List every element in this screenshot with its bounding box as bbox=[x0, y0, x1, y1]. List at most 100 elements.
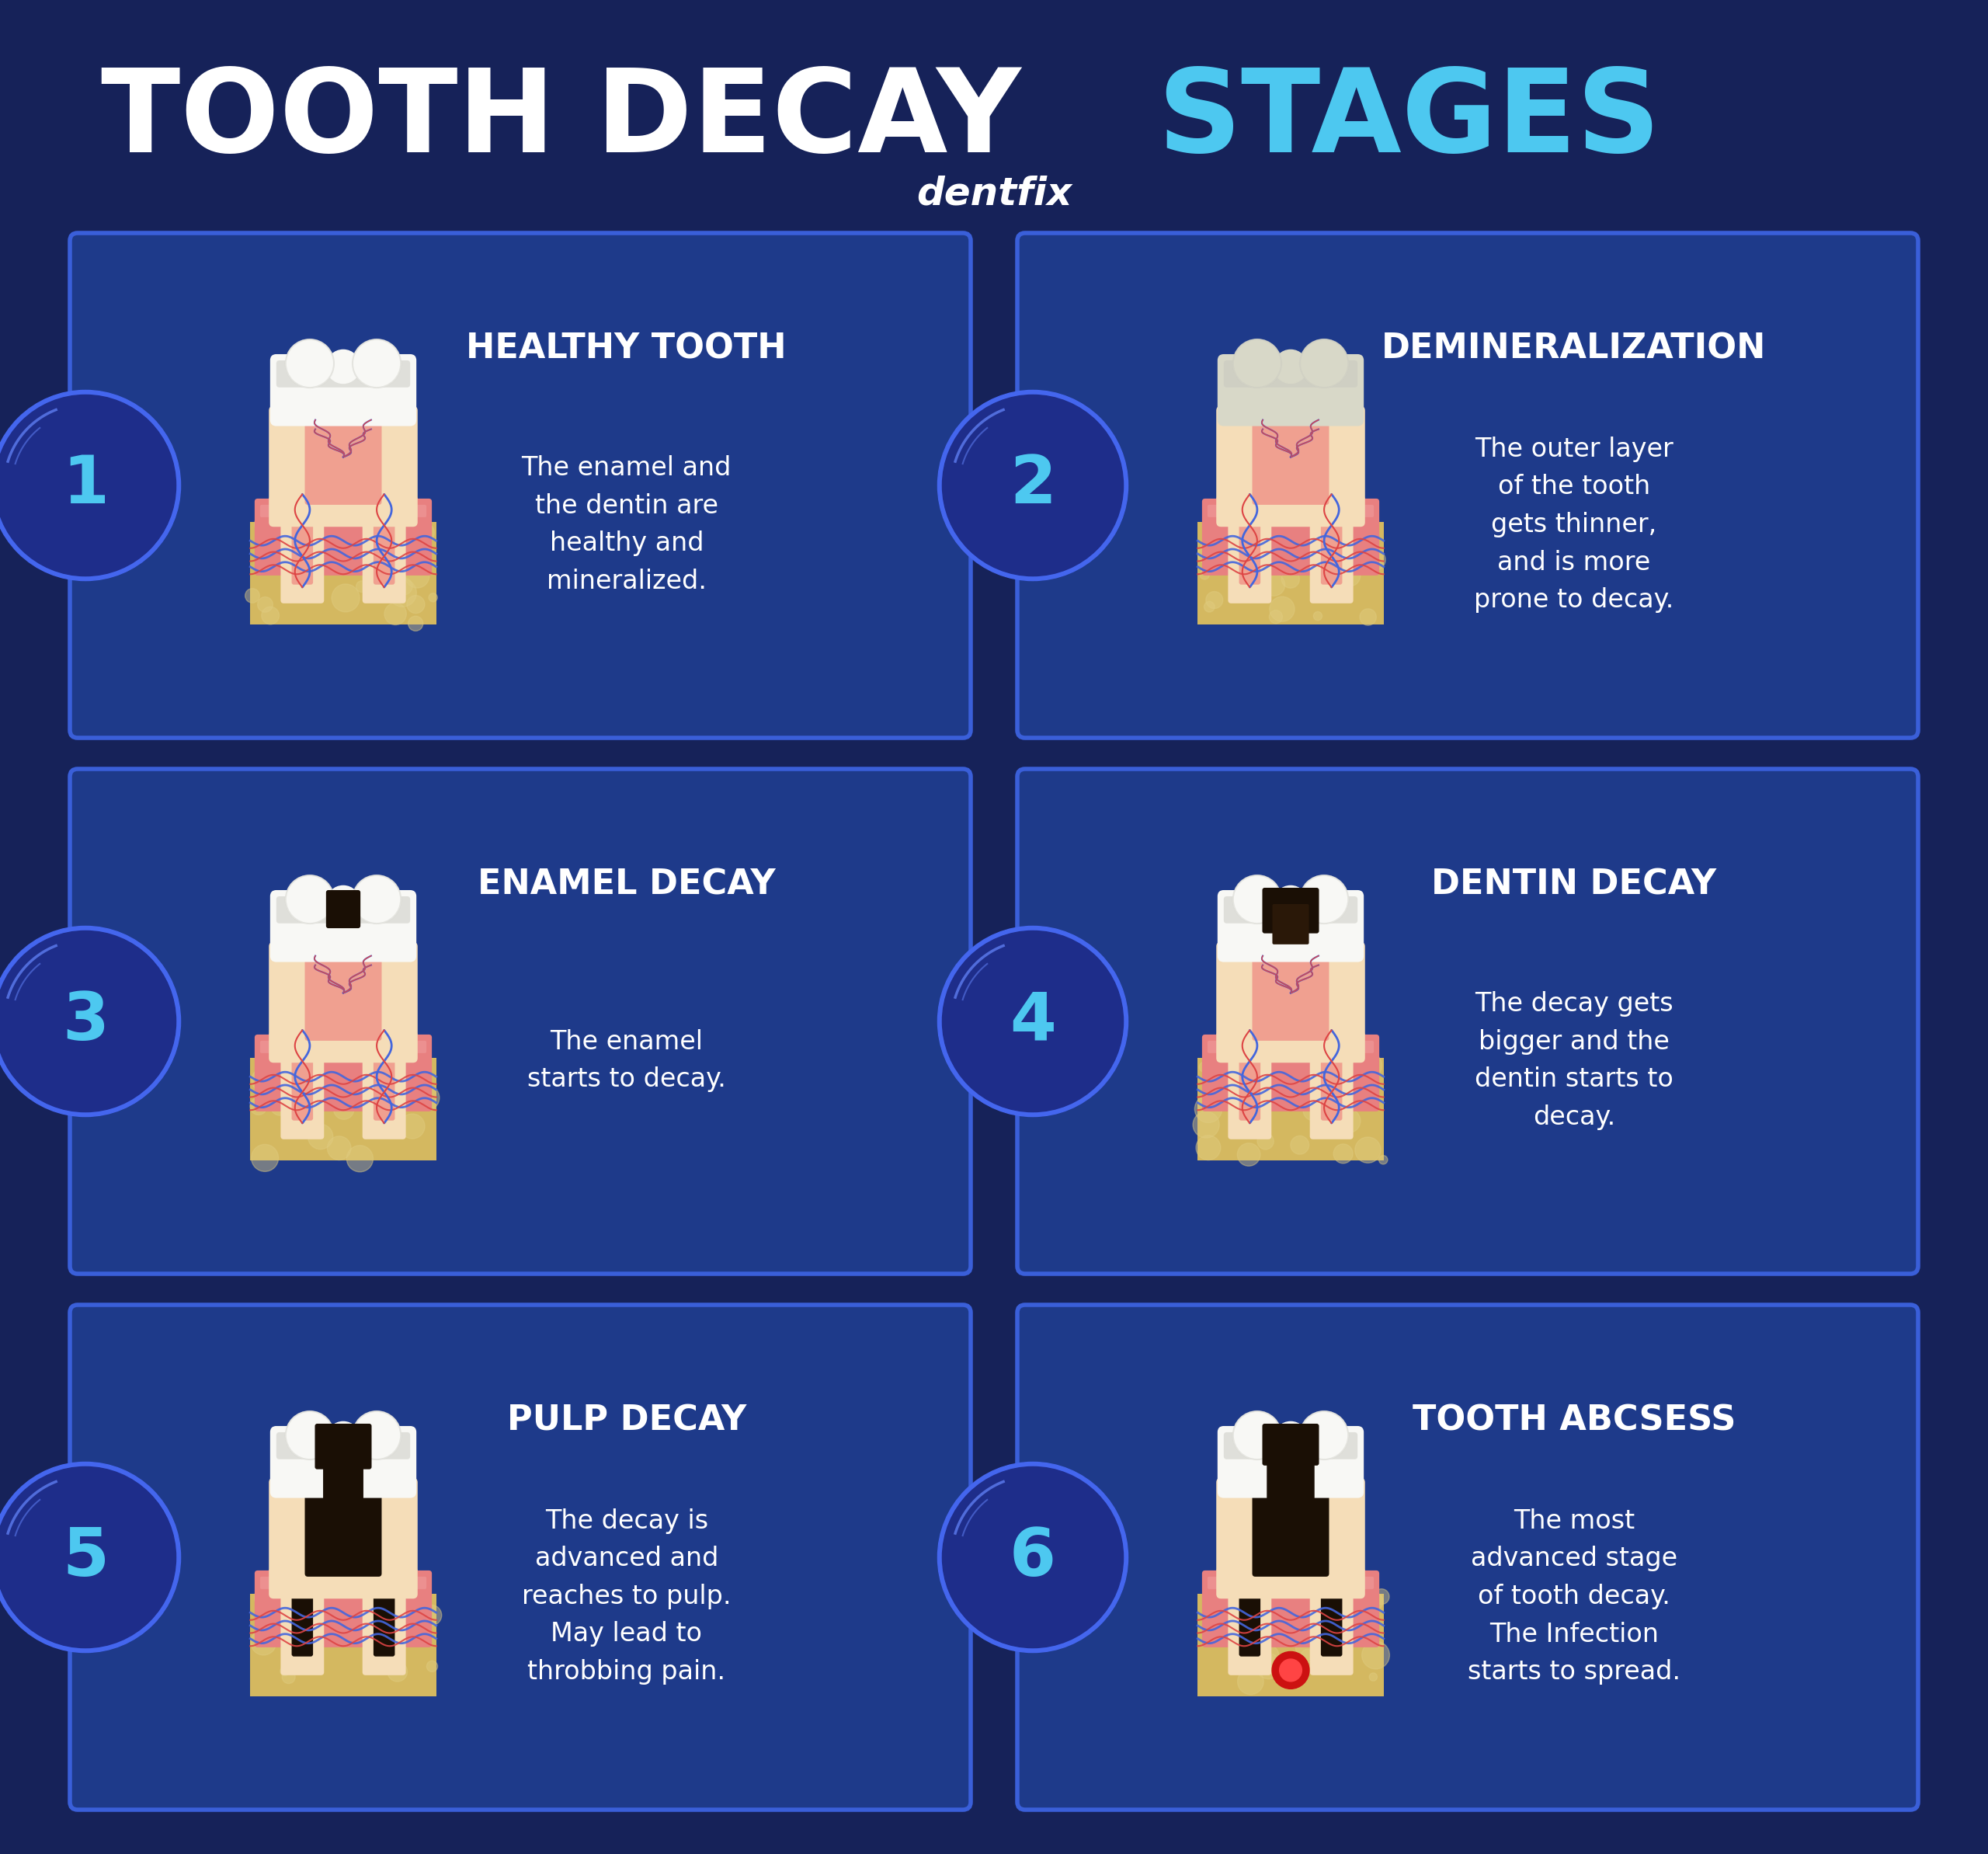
Circle shape bbox=[340, 1012, 421, 1094]
Circle shape bbox=[1314, 1648, 1340, 1674]
Circle shape bbox=[408, 595, 425, 614]
Circle shape bbox=[1282, 569, 1300, 588]
Circle shape bbox=[352, 875, 402, 923]
Text: TOOTH ABCSESS: TOOTH ABCSESS bbox=[1411, 1403, 1736, 1437]
Circle shape bbox=[1260, 1646, 1278, 1665]
Circle shape bbox=[1356, 1632, 1366, 1643]
Circle shape bbox=[252, 1068, 276, 1092]
Circle shape bbox=[1219, 1613, 1235, 1628]
Circle shape bbox=[390, 1644, 404, 1657]
Circle shape bbox=[388, 1628, 410, 1650]
Circle shape bbox=[1233, 875, 1282, 923]
Circle shape bbox=[1330, 1652, 1348, 1669]
FancyBboxPatch shape bbox=[280, 1572, 324, 1676]
FancyBboxPatch shape bbox=[260, 1576, 427, 1589]
FancyBboxPatch shape bbox=[1229, 1572, 1272, 1676]
Circle shape bbox=[264, 1012, 348, 1094]
Circle shape bbox=[264, 1548, 348, 1630]
Circle shape bbox=[1274, 350, 1308, 384]
Circle shape bbox=[1233, 1600, 1242, 1609]
Circle shape bbox=[1312, 528, 1320, 538]
Circle shape bbox=[1356, 1053, 1382, 1079]
FancyBboxPatch shape bbox=[254, 499, 431, 575]
Text: ENAMEL DECAY: ENAMEL DECAY bbox=[477, 868, 775, 901]
Circle shape bbox=[284, 1085, 292, 1094]
FancyBboxPatch shape bbox=[1225, 360, 1358, 387]
Circle shape bbox=[250, 1630, 276, 1656]
Circle shape bbox=[1215, 1624, 1225, 1633]
Circle shape bbox=[1256, 1654, 1282, 1680]
Circle shape bbox=[388, 1661, 408, 1682]
Text: PULP DECAY: PULP DECAY bbox=[507, 1403, 746, 1437]
Circle shape bbox=[1237, 1669, 1264, 1695]
FancyBboxPatch shape bbox=[270, 890, 415, 962]
Circle shape bbox=[328, 1137, 352, 1161]
Circle shape bbox=[0, 395, 175, 577]
Circle shape bbox=[1274, 1422, 1308, 1455]
FancyBboxPatch shape bbox=[268, 942, 417, 1062]
Text: TOOTH DECAY: TOOTH DECAY bbox=[101, 65, 1062, 176]
Circle shape bbox=[340, 476, 421, 558]
Circle shape bbox=[286, 875, 334, 923]
Circle shape bbox=[0, 1467, 175, 1648]
Circle shape bbox=[1235, 1122, 1242, 1129]
Circle shape bbox=[310, 1628, 320, 1639]
FancyBboxPatch shape bbox=[1252, 1492, 1330, 1576]
FancyBboxPatch shape bbox=[324, 1439, 364, 1539]
FancyBboxPatch shape bbox=[1197, 523, 1384, 625]
FancyBboxPatch shape bbox=[1207, 1040, 1374, 1053]
Circle shape bbox=[1296, 1637, 1318, 1659]
Circle shape bbox=[1334, 1144, 1354, 1162]
Circle shape bbox=[1328, 1062, 1346, 1083]
FancyBboxPatch shape bbox=[374, 1044, 396, 1120]
FancyBboxPatch shape bbox=[280, 501, 324, 603]
FancyBboxPatch shape bbox=[1018, 769, 1918, 1274]
Circle shape bbox=[0, 931, 175, 1112]
FancyBboxPatch shape bbox=[326, 890, 360, 929]
Circle shape bbox=[1280, 1659, 1302, 1682]
Text: 2: 2 bbox=[1010, 452, 1056, 517]
Text: The enamel
starts to decay.: The enamel starts to decay. bbox=[527, 1029, 726, 1092]
Circle shape bbox=[298, 1077, 316, 1094]
Circle shape bbox=[284, 1075, 308, 1099]
FancyBboxPatch shape bbox=[270, 1426, 415, 1498]
Text: The decay gets
bigger and the
dentin starts to
decay.: The decay gets bigger and the dentin sta… bbox=[1475, 992, 1674, 1129]
FancyBboxPatch shape bbox=[1266, 1439, 1314, 1576]
Circle shape bbox=[1252, 1652, 1274, 1674]
Circle shape bbox=[1213, 1012, 1294, 1094]
Circle shape bbox=[286, 339, 334, 387]
FancyBboxPatch shape bbox=[1217, 406, 1366, 527]
Circle shape bbox=[352, 1411, 402, 1459]
FancyBboxPatch shape bbox=[1310, 501, 1354, 603]
FancyBboxPatch shape bbox=[1239, 1044, 1260, 1120]
Circle shape bbox=[326, 886, 360, 920]
Circle shape bbox=[414, 523, 433, 543]
Circle shape bbox=[270, 1096, 290, 1116]
FancyBboxPatch shape bbox=[70, 769, 970, 1274]
FancyBboxPatch shape bbox=[374, 1580, 396, 1656]
Circle shape bbox=[938, 389, 1127, 580]
Circle shape bbox=[384, 603, 406, 625]
FancyBboxPatch shape bbox=[1203, 1035, 1380, 1111]
Text: 5: 5 bbox=[62, 1526, 109, 1589]
Circle shape bbox=[1215, 1613, 1231, 1630]
Circle shape bbox=[262, 1619, 288, 1643]
Circle shape bbox=[1276, 1059, 1296, 1079]
Circle shape bbox=[1304, 558, 1322, 575]
FancyBboxPatch shape bbox=[1252, 957, 1330, 1040]
FancyBboxPatch shape bbox=[1225, 895, 1358, 923]
Circle shape bbox=[280, 1667, 290, 1676]
FancyBboxPatch shape bbox=[1320, 508, 1342, 584]
Circle shape bbox=[1332, 1620, 1340, 1630]
Circle shape bbox=[332, 527, 342, 536]
FancyBboxPatch shape bbox=[1272, 905, 1308, 944]
FancyBboxPatch shape bbox=[1217, 1478, 1366, 1598]
Circle shape bbox=[421, 1606, 441, 1626]
FancyBboxPatch shape bbox=[276, 360, 410, 387]
Circle shape bbox=[326, 1422, 360, 1455]
FancyBboxPatch shape bbox=[276, 895, 410, 923]
FancyBboxPatch shape bbox=[362, 1572, 406, 1676]
FancyBboxPatch shape bbox=[304, 957, 382, 1040]
Circle shape bbox=[427, 1661, 437, 1672]
FancyBboxPatch shape bbox=[254, 1570, 431, 1648]
